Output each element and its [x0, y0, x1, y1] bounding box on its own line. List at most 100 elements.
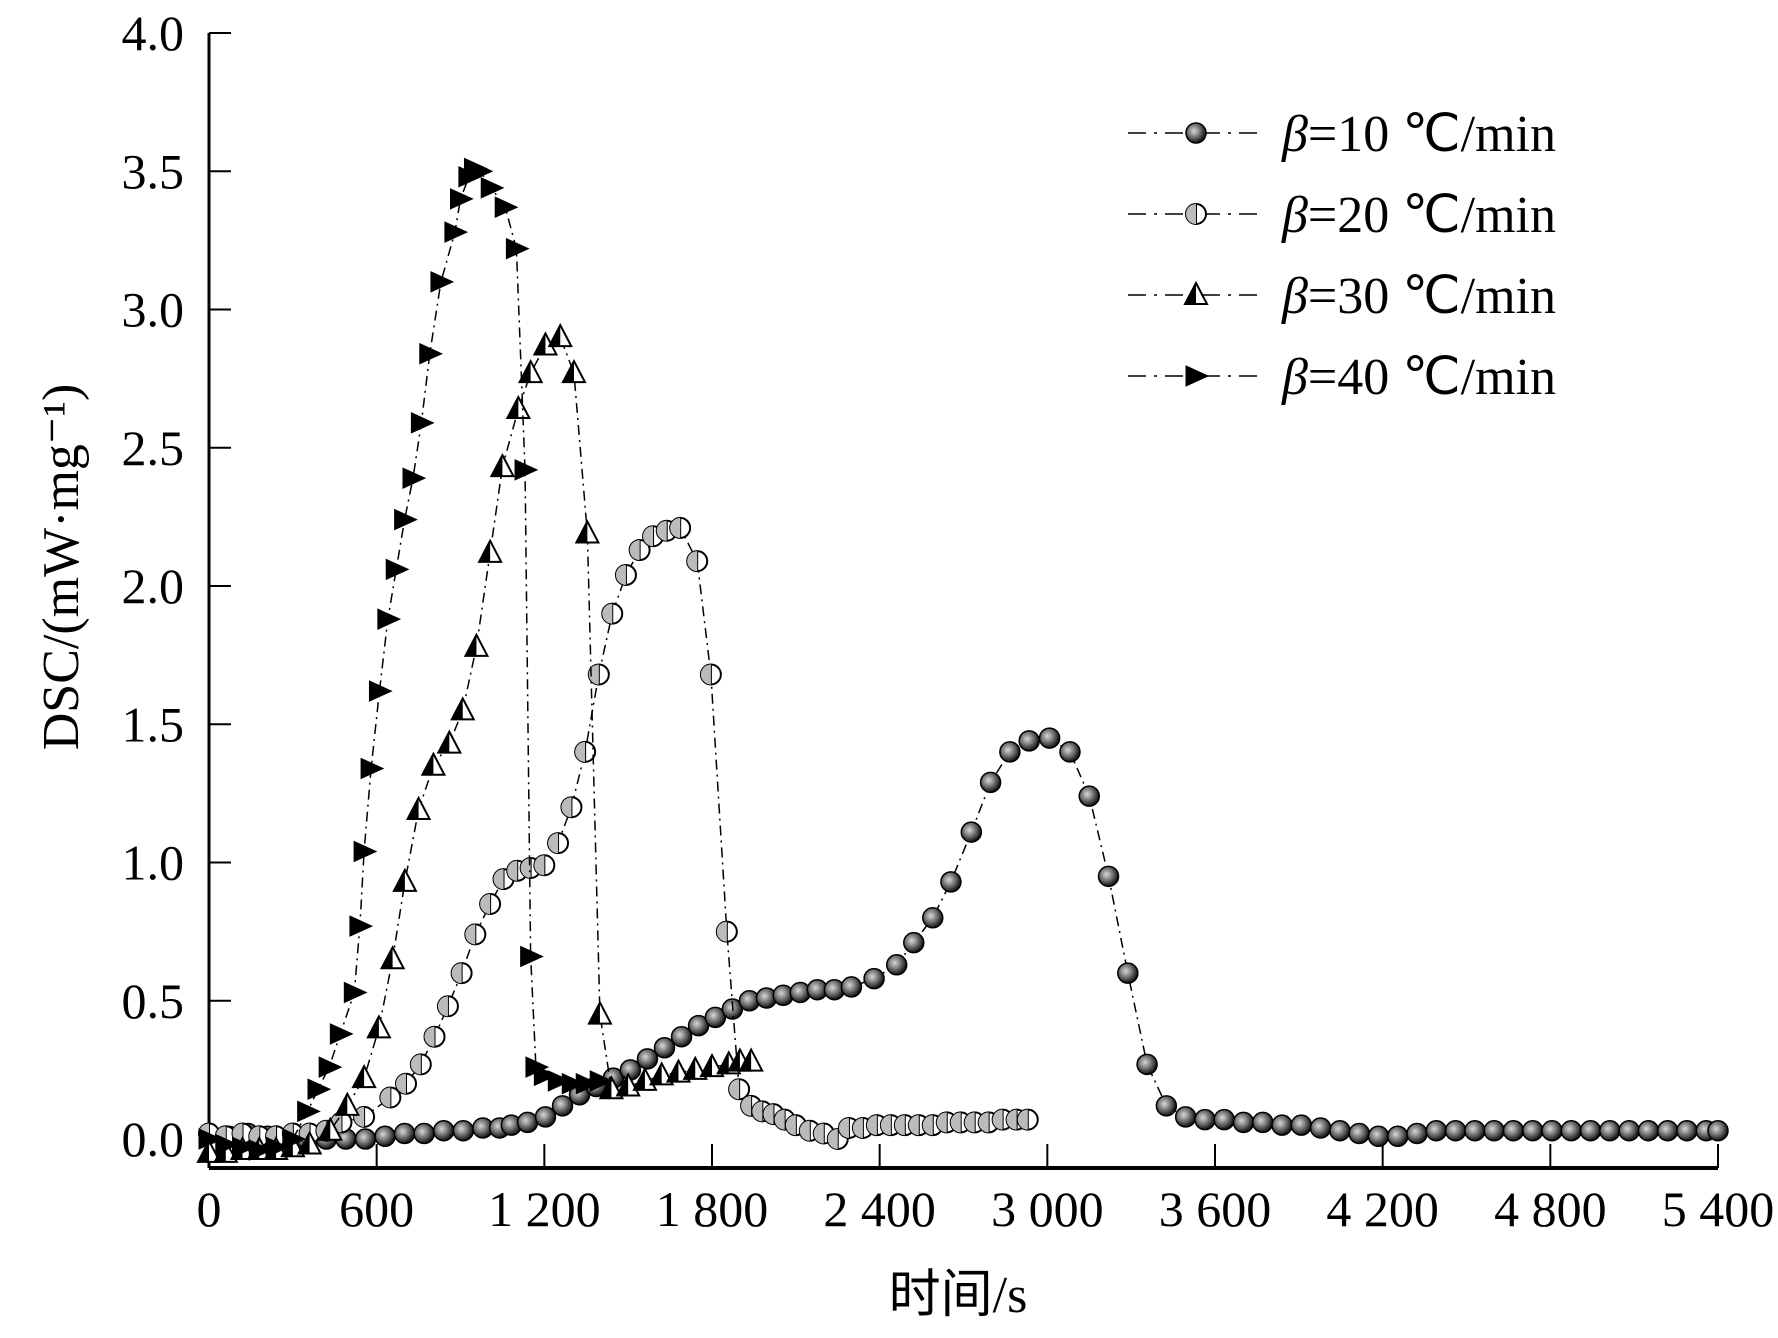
data-point [444, 221, 469, 243]
data-point [1387, 1125, 1409, 1147]
legend-item: β=40 ℃/min [1128, 349, 1556, 406]
data-point [374, 1125, 396, 1147]
data-point [1707, 1119, 1729, 1142]
legend-beta: β [1281, 349, 1308, 406]
data-point [494, 196, 519, 218]
data-point [479, 892, 502, 915]
legend-item: β=20 ℃/min [1128, 187, 1556, 244]
legend-label: β=20 ℃/min [1281, 187, 1556, 244]
legend-marker [1185, 203, 1207, 225]
legend-marker [1185, 122, 1207, 144]
y-tick-label: 3.0 [122, 282, 185, 338]
data-point [560, 796, 583, 819]
legend-label: β=40 ℃/min [1281, 349, 1556, 406]
data-point [198, 1128, 223, 1150]
legend-beta: β [1281, 106, 1308, 163]
series-layer [196, 157, 1729, 1163]
x-axis-title: 时间/s [889, 1267, 1028, 1324]
data-point [551, 1095, 574, 1117]
series-beta-10 [198, 727, 1729, 1150]
data-point [1271, 1114, 1293, 1136]
legend-marker [1183, 280, 1209, 305]
data-point [1444, 1119, 1467, 1142]
data-point [464, 923, 487, 946]
data-point [999, 741, 1021, 763]
data-point [520, 945, 544, 968]
x-tick-label: 4 800 [1494, 1181, 1607, 1237]
y-tick-label: 3.5 [122, 143, 185, 199]
data-point [232, 1136, 256, 1159]
data-point [329, 1023, 354, 1045]
data-point [628, 539, 651, 562]
x-tick-label: 1 200 [488, 1181, 601, 1237]
data-point [351, 1064, 377, 1089]
x-tick-label: 4 200 [1326, 1181, 1439, 1237]
data-point [450, 696, 476, 721]
data-point [409, 1053, 432, 1076]
legend-label: β=30 ℃/min [1281, 268, 1556, 325]
data-point [1676, 1119, 1698, 1142]
data-point [533, 854, 556, 877]
legend-rate: =20 ℃/min [1308, 187, 1556, 244]
data-point [297, 1100, 321, 1123]
data-point [534, 1106, 557, 1128]
data-point [430, 271, 455, 293]
data-point [1174, 1106, 1197, 1128]
data-point [514, 459, 539, 481]
data-point [1252, 1111, 1274, 1134]
x-tick-label: 5 400 [1662, 1181, 1775, 1237]
series-beta-40 [198, 157, 614, 1161]
data-point [353, 1105, 376, 1128]
data-point [840, 976, 863, 998]
y-tick-label: 0.0 [122, 1111, 185, 1167]
data-point [699, 1052, 725, 1078]
data-point [1637, 1119, 1660, 1142]
legend-beta: β [1281, 268, 1308, 325]
y-tick-label: 4.0 [122, 5, 185, 61]
data-point [492, 868, 515, 891]
data-point [636, 1048, 659, 1070]
y-tick-label: 0.5 [122, 973, 185, 1029]
data-point [385, 558, 410, 581]
data-point [366, 1014, 392, 1039]
data-point [420, 751, 447, 776]
series-line [208, 167, 601, 1151]
data-point [979, 771, 1002, 794]
data-point [379, 1086, 402, 1109]
data-point [922, 907, 944, 929]
series-line [209, 336, 752, 1154]
data-point [480, 177, 505, 199]
data-point [601, 602, 624, 625]
data-point [419, 342, 443, 365]
data-point [1502, 1119, 1525, 1142]
legend-item: β=10 ℃/min [1128, 106, 1556, 163]
data-point [649, 1061, 675, 1086]
data-point [1309, 1117, 1332, 1139]
data-point [665, 1058, 692, 1083]
data-point [1618, 1119, 1640, 1142]
data-point [885, 954, 908, 976]
data-point [682, 1055, 708, 1080]
data-point [653, 1037, 676, 1059]
data-point [436, 995, 459, 1018]
data-point [533, 1064, 558, 1087]
legend-marker [1185, 365, 1210, 387]
data-point [1117, 962, 1139, 984]
legend-item: β=30 ℃/min [1128, 268, 1556, 325]
data-point [379, 945, 406, 970]
x-tick-label: 0 [197, 1181, 222, 1237]
data-point [410, 412, 435, 434]
x-tick-label: 3 600 [1159, 1181, 1272, 1237]
data-point [368, 680, 393, 702]
data-point [452, 1119, 475, 1142]
data-point [1016, 1108, 1039, 1131]
data-point [349, 915, 374, 937]
data-point [1059, 741, 1081, 763]
data-point [360, 757, 385, 780]
data-point [1232, 1111, 1255, 1134]
data-point [505, 237, 530, 260]
y-tick-label: 1.5 [122, 696, 185, 752]
data-point [463, 632, 490, 657]
data-point [343, 981, 368, 1004]
